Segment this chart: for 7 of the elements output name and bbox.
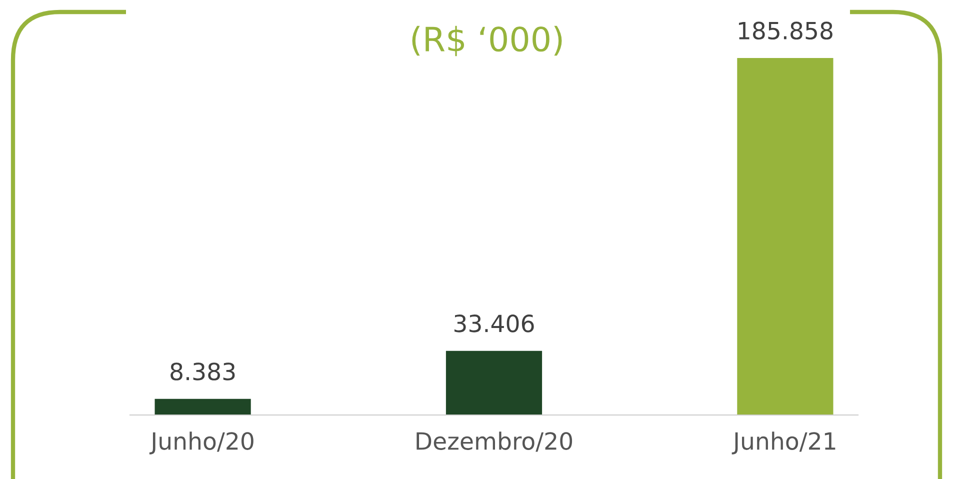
x-tick-label: Junho/20 — [149, 432, 254, 454]
data-label: 33.406 — [454, 314, 534, 332]
data-label: 8.383 — [170, 362, 235, 380]
chart-title: (R$ ‘000) — [412, 26, 562, 56]
data-label: 185.858 — [738, 22, 832, 40]
x-tick-label: Dezembro/20 — [416, 432, 572, 452]
x-tick-label: Junho/21 — [732, 432, 836, 454]
